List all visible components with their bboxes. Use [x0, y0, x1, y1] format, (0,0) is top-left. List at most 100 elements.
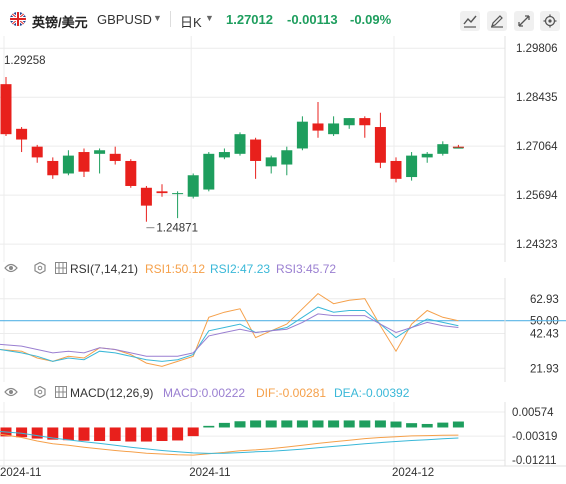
y-tick-label: 1.29806 [516, 43, 558, 55]
gear-icon[interactable] [34, 385, 46, 401]
macd-histogram-bar [343, 420, 355, 428]
macd-histogram-bar [359, 420, 371, 428]
last-price: 1.27012 [226, 12, 273, 27]
candle-body [359, 118, 371, 126]
macd-histogram-bar [78, 427, 90, 441]
indicator-icon[interactable] [55, 262, 67, 277]
macd-title: MACD(12,26,9) [70, 386, 154, 400]
y-tick-label: 0.00574 [512, 407, 554, 419]
symbol-name[interactable]: 英镑/美元 [32, 15, 88, 30]
candle-body [125, 160, 137, 186]
y-tick-label: 21.93 [530, 363, 559, 375]
candle-body [0, 84, 12, 135]
rsi2-line [0, 306, 459, 362]
eye-icon[interactable] [4, 386, 18, 401]
macd-histogram-bar [234, 421, 246, 428]
macd-histogram-bar [437, 422, 449, 428]
macd-histogram-bar [94, 427, 106, 442]
chart-header: 英镑/美元 GBPUSD ▼ 日K ▼ 1.27012 -0.00113 -0.… [0, 0, 566, 40]
uk-flag-icon [10, 12, 26, 26]
macd-histogram-bar [281, 420, 293, 428]
macd-histogram-bar [218, 422, 230, 428]
candle-body [328, 123, 340, 135]
candle-body [452, 146, 464, 149]
candlestick-chart[interactable]: 1.29806 1.28435 1.27064 1.25694 1.24323 1.292… [0, 36, 566, 262]
macd-histogram-bar [406, 423, 418, 428]
price-change-pct: -0.09% [350, 12, 392, 27]
chevron-down-icon[interactable]: ▼ [153, 13, 162, 23]
macd-legend: MACD:0.00222 [163, 386, 246, 400]
candle-body [78, 152, 90, 172]
macd-histogram-bar [421, 423, 433, 428]
y-tick-label: 42.43 [530, 329, 559, 341]
dif-line [0, 433, 459, 456]
rsi3-line [0, 313, 459, 357]
macd-histogram-bar [296, 420, 308, 428]
price-change: -0.00113 [287, 12, 338, 27]
macd-histogram-bar [390, 421, 402, 428]
rsi1-line [0, 292, 459, 367]
dif-legend: DIF:-0.00281 [256, 386, 327, 400]
macd-histogram-bar [109, 427, 121, 442]
pencil-icon [491, 15, 503, 28]
candle-body [94, 150, 106, 154]
y-tick-label: 1.24323 [516, 239, 558, 251]
candle-body [312, 123, 324, 131]
rsi2-legend: RSI2:47.23 [210, 262, 271, 276]
y-tick-label: 62.93 [530, 294, 559, 306]
indicator-icon [463, 15, 477, 28]
low-label: 1.24871 [156, 223, 198, 235]
header-divider [170, 11, 171, 27]
indicator-icon[interactable] [55, 386, 67, 401]
rsi-title: RSI(7,14,21) [70, 262, 139, 276]
candle-body [250, 139, 262, 161]
macd-histogram-bar [140, 427, 152, 442]
candle-body [234, 134, 246, 154]
x-tick-label: 2024-12 [392, 467, 434, 479]
settings-button[interactable] [540, 11, 560, 31]
candle-body [343, 118, 355, 126]
y-tick-label: 50.00 [530, 316, 559, 328]
indicator-tool-button[interactable] [460, 11, 480, 31]
expand-button[interactable] [514, 11, 534, 31]
macd-histogram-bar [31, 427, 43, 439]
y-tick-label: 1.28435 [516, 92, 558, 104]
candle-body [109, 153, 121, 161]
eye-icon[interactable] [4, 262, 18, 277]
candle-body [296, 121, 308, 149]
macd-histogram-bar [374, 420, 386, 428]
y-tick-label: 1.25694 [516, 190, 558, 202]
macd-histogram-bar [328, 420, 340, 428]
candle-body [406, 155, 418, 178]
chevron-down-icon[interactable]: ▼ [205, 13, 214, 23]
dea-legend: DEA:-0.00392 [334, 386, 410, 400]
candle-body [31, 146, 43, 158]
gear-icon[interactable] [34, 261, 46, 277]
dea-line [0, 431, 459, 454]
candle-body [421, 153, 433, 158]
x-tick-label: 2024-11 [0, 467, 41, 479]
period-selector[interactable]: 日K [180, 15, 202, 30]
candle-body [187, 175, 199, 197]
macd-histogram-bar [172, 427, 184, 441]
macd-chart[interactable]: 0.00574 -0.00319 -0.01211 2024-11 2024-11 202… [0, 402, 566, 484]
high-label: 1.29258 [4, 55, 46, 67]
expand-icon [518, 15, 530, 27]
rsi1-legend: RSI1:50.12 [145, 262, 206, 276]
symbol-code[interactable]: GBPUSD [97, 12, 152, 27]
draw-tool-button[interactable] [487, 11, 507, 31]
candle-body [172, 193, 184, 195]
candle-body [62, 155, 74, 174]
candle-body [140, 187, 152, 206]
macd-histogram-bar [250, 420, 262, 428]
candle-body [437, 144, 449, 154]
candle-body [390, 160, 402, 179]
candle-body [16, 128, 28, 140]
candle-body [374, 127, 386, 163]
macd-histogram-bar [125, 427, 137, 442]
rsi-header: RSI(7,14,21) RSI1:50.12 RSI2:47.23 RSI3:… [0, 261, 566, 278]
macd-histogram-bar [47, 427, 59, 440]
macd-histogram-bar [187, 427, 199, 437]
macd-histogram-bar [265, 420, 277, 428]
